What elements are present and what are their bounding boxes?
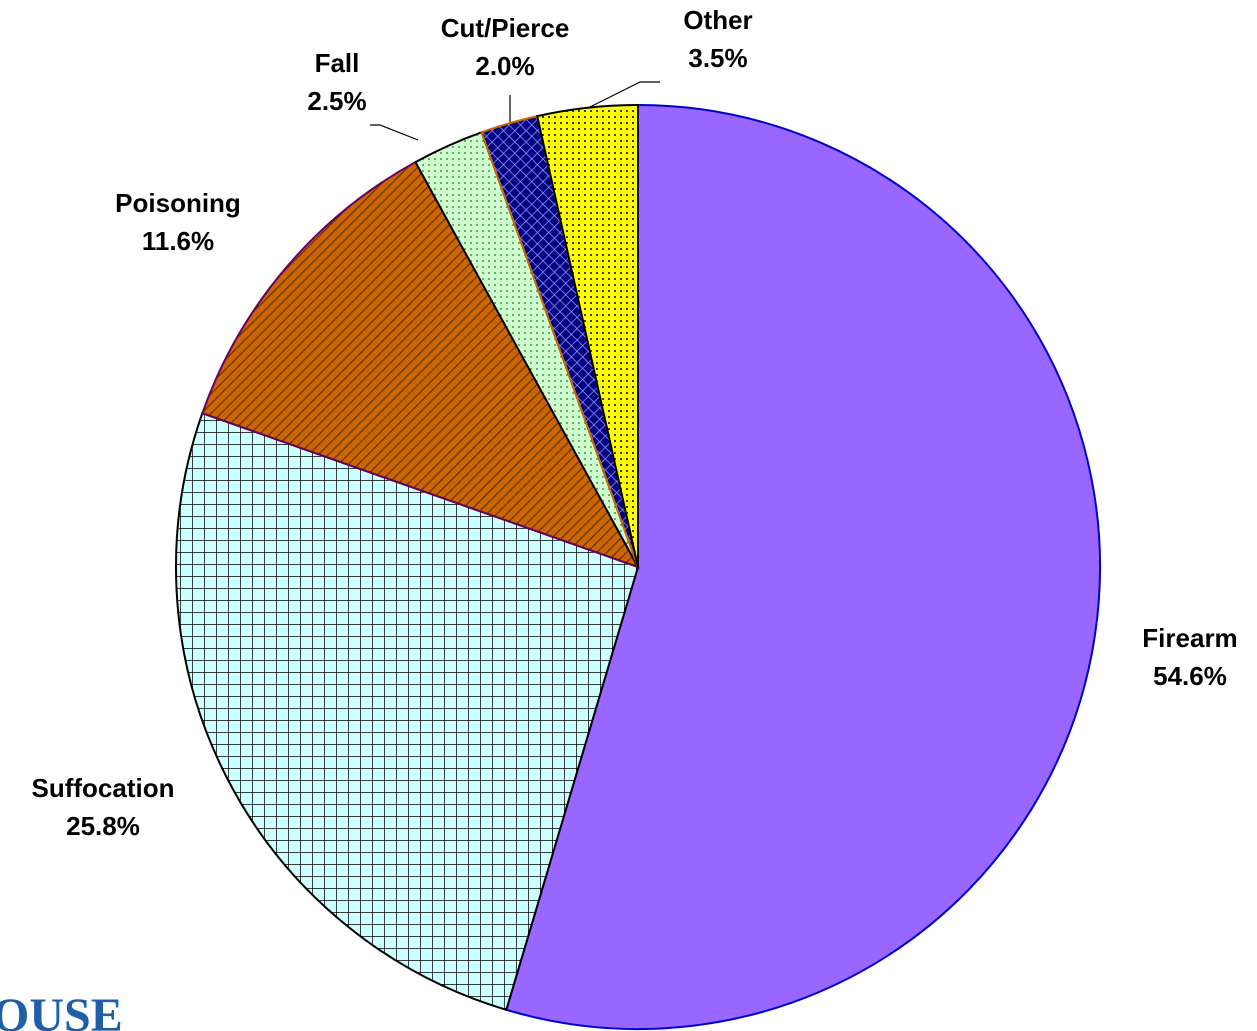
slice-value-label: 25.8%: [66, 811, 140, 841]
leader-line: [370, 124, 419, 141]
slice-value-label: 54.6%: [1153, 661, 1227, 691]
slice-label: Suffocation: [32, 773, 175, 803]
logo-text: OUSE: [0, 989, 123, 1031]
slice-value-label: 11.6%: [142, 226, 214, 256]
pie-slice: [201, 160, 641, 569]
pie-slice: [505, 103, 1101, 1030]
pie-slice: [175, 411, 640, 1012]
slices: [175, 103, 1101, 1030]
slice-label: Fall: [315, 48, 360, 78]
leader-line: [587, 81, 660, 109]
slice-label: Firearm: [1142, 623, 1237, 653]
slice-label: Poisoning: [115, 188, 241, 218]
slice-label: Other: [683, 5, 752, 35]
slice-label: Cut/Pierce: [441, 13, 570, 43]
labels: Firearm 54.6% Suffocation 25.8% Poisoning 11.…: [32, 5, 1238, 841]
slice-value-label: 2.5%: [307, 86, 366, 116]
slice-value-label: 3.5%: [688, 43, 747, 73]
slice-value-label: 2.0%: [475, 51, 534, 81]
pie-slice: [536, 103, 639, 568]
